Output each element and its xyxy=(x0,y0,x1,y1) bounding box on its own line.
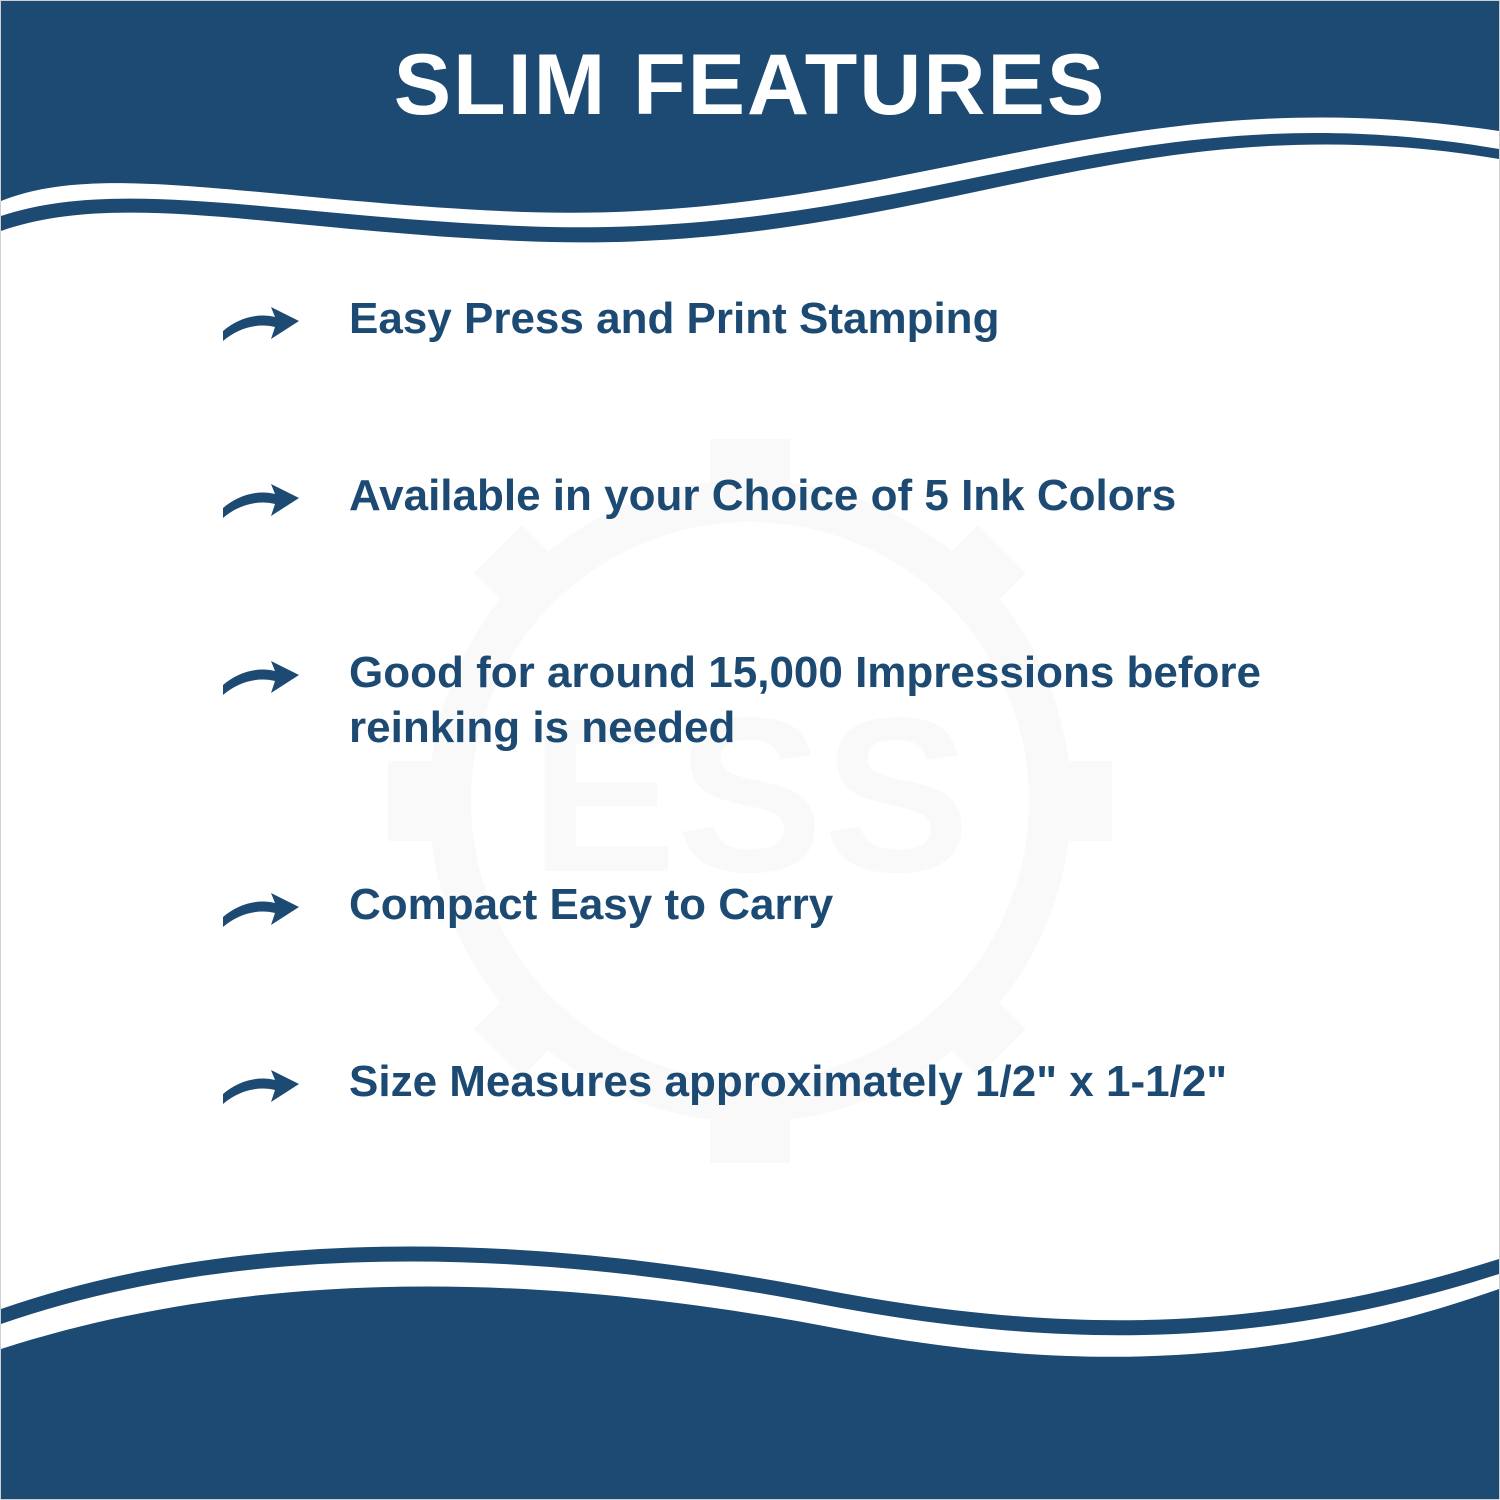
feature-text: Good for around 15,000 Impressions befor… xyxy=(349,645,1339,755)
arrow-icon xyxy=(221,474,301,522)
feature-item: Size Measures approximately 1/2" x 1-1/2… xyxy=(221,1054,1339,1109)
arrow-icon xyxy=(221,1060,301,1108)
footer-band xyxy=(1,1179,1499,1499)
arrow-icon xyxy=(221,883,301,931)
header-band: SLIM FEATURES xyxy=(1,1,1499,261)
feature-item: Easy Press and Print Stamping xyxy=(221,291,1339,346)
feature-item: Good for around 15,000 Impressions befor… xyxy=(221,645,1339,755)
feature-text: Available in your Choice of 5 Ink Colors xyxy=(349,468,1176,523)
footer-wave-svg xyxy=(1,1179,1499,1499)
page-title: SLIM FEATURES xyxy=(1,36,1499,135)
infographic-card: SLIM FEATURES ESS Easy Pres xyxy=(0,0,1500,1500)
arrow-icon xyxy=(221,651,301,699)
feature-item: Available in your Choice of 5 Ink Colors xyxy=(221,468,1339,523)
arrow-icon xyxy=(221,297,301,345)
feature-text: Easy Press and Print Stamping xyxy=(349,291,999,346)
feature-item: Compact Easy to Carry xyxy=(221,877,1339,932)
features-list: Easy Press and Print Stamping Available … xyxy=(221,291,1339,1109)
feature-text: Size Measures approximately 1/2" x 1-1/2… xyxy=(349,1054,1227,1109)
feature-text: Compact Easy to Carry xyxy=(349,877,833,932)
